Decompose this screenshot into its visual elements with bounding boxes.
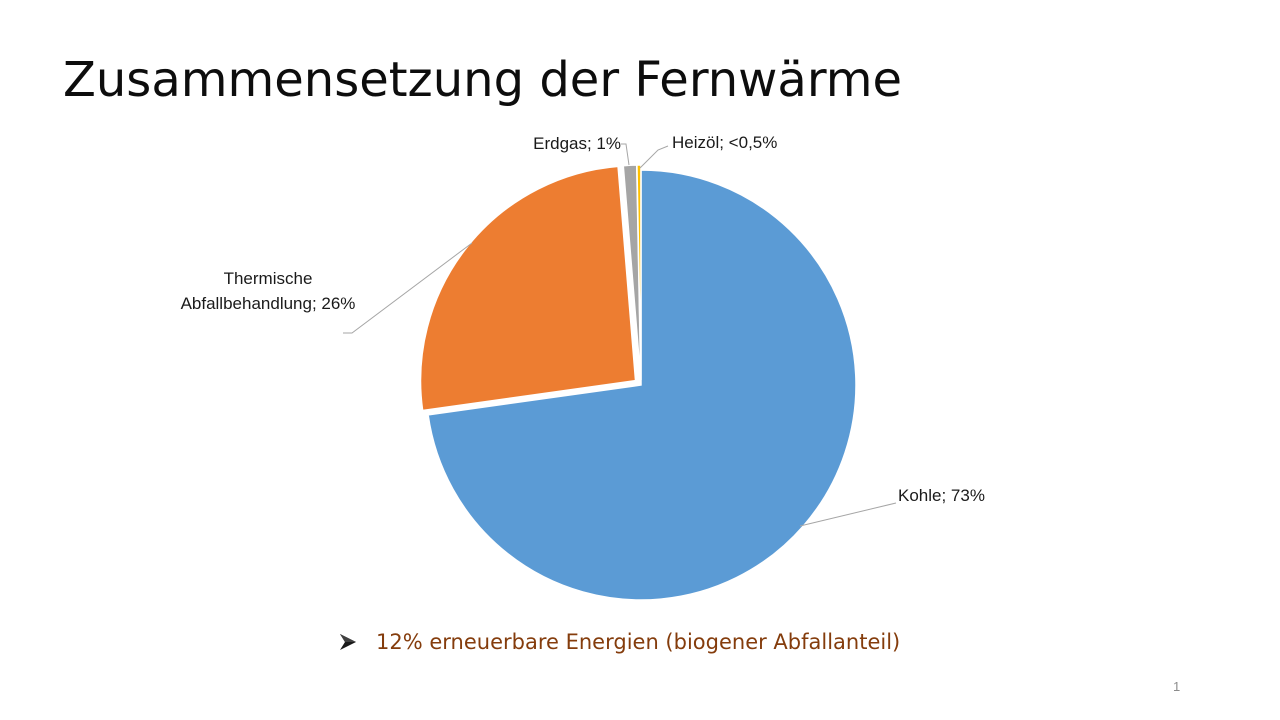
data-label-3: Erdgas; 1% <box>533 134 621 153</box>
pie-slice-1 <box>427 169 857 601</box>
leader-line-3 <box>621 143 630 166</box>
page-number: 1 <box>1173 679 1181 694</box>
data-label-1: Kohle; 73% <box>898 486 985 505</box>
arrow-bullet-icon <box>340 634 356 650</box>
pie-slice-4 <box>636 164 642 381</box>
data-label-2: Thermische Abfallbehandlung; 26% <box>181 269 356 313</box>
leader-line-4 <box>639 145 669 169</box>
data-label-4: Heizöl; <0,5% <box>672 133 777 152</box>
bullet-text: 12% erneuerbare Energien (biogener Abfal… <box>376 630 901 654</box>
pie-data-labels: Kohle; 73% Thermische Abfallbehandlung; 26… <box>181 133 985 505</box>
pie-slice-2 <box>419 165 637 412</box>
bullet-note: 12% erneuerbare Energien (biogener Abfal… <box>338 630 900 654</box>
leader-line-2 <box>343 242 473 334</box>
slide-title: Zusammensetzung der Fernwärme <box>63 52 902 108</box>
leader-line-1 <box>799 502 897 527</box>
pie-slices <box>419 164 857 601</box>
pie-leader-lines <box>343 143 897 527</box>
